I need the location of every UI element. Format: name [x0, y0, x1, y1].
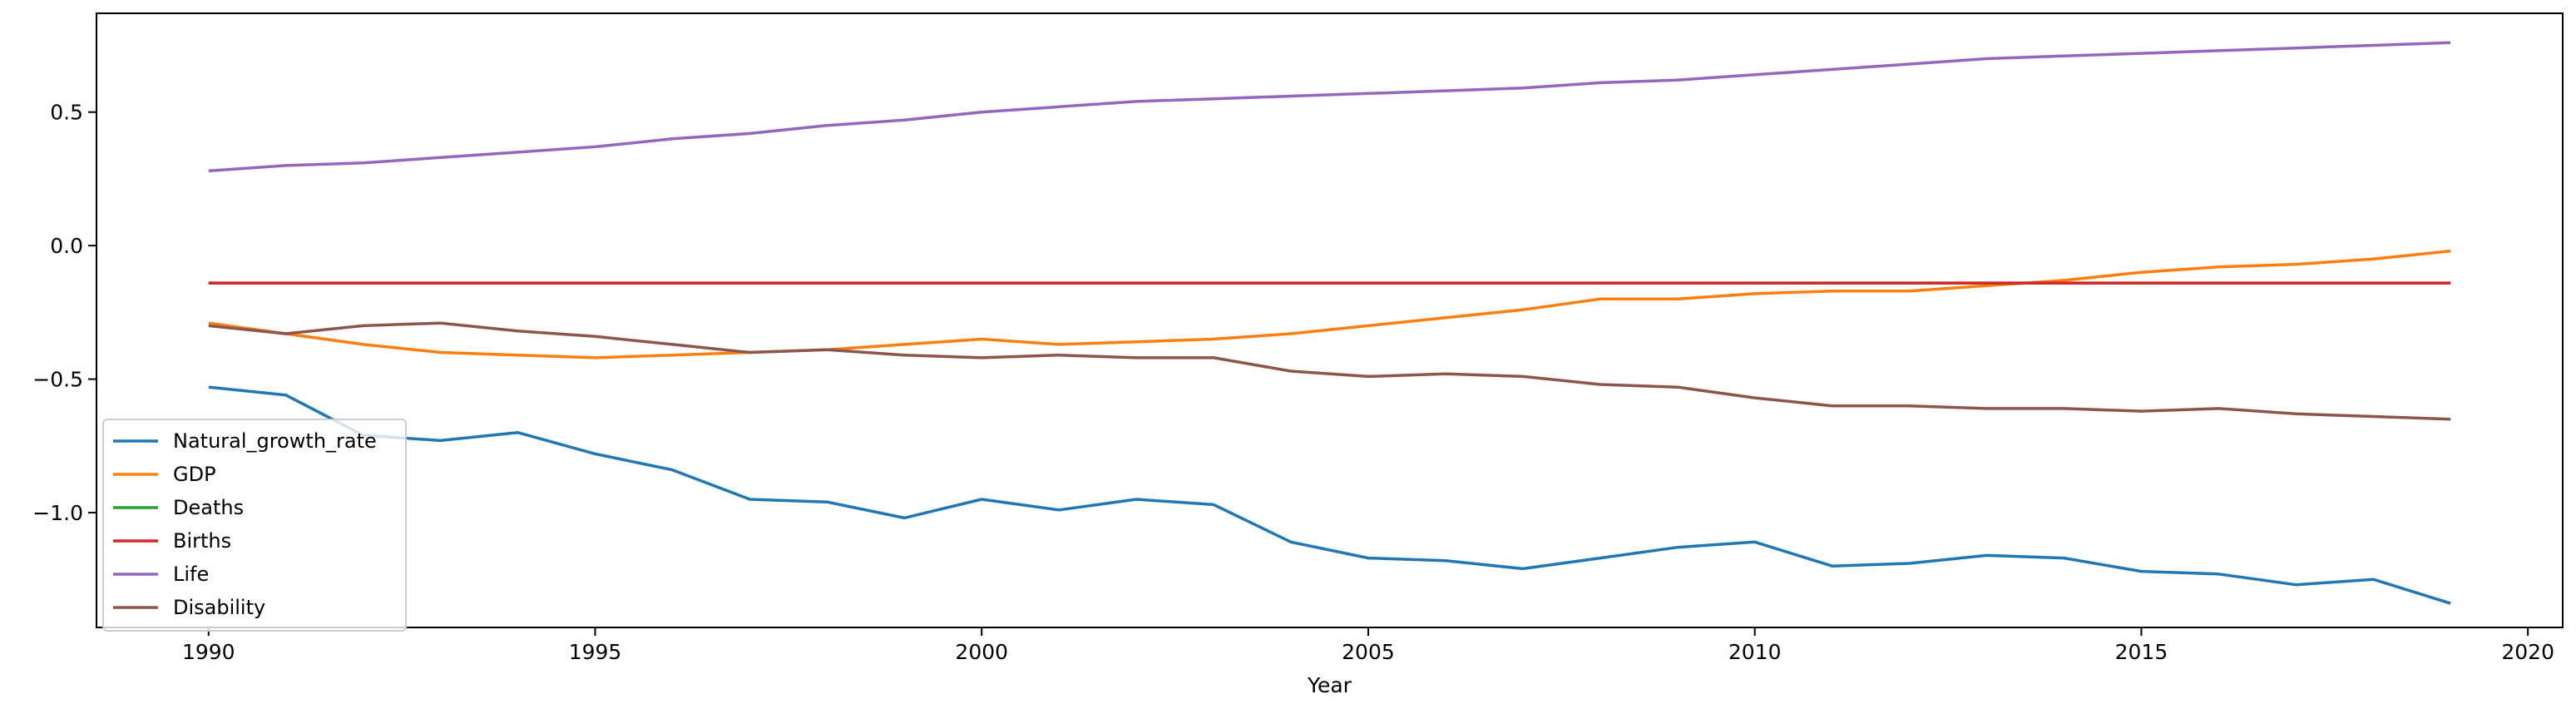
x-tick-label: 2010	[1728, 640, 1782, 664]
legend-label: Births	[173, 529, 231, 553]
legend-label: Natural_growth_rate	[173, 429, 377, 453]
x-tick-label: 1995	[569, 640, 622, 664]
series-line-natural-growth-rate	[208, 385, 2451, 605]
y-tick-label: 0.0	[50, 234, 83, 258]
legend-label: Life	[173, 563, 209, 586]
y-tick-label: −0.5	[32, 368, 83, 392]
series-line-life	[208, 41, 2451, 173]
legend-label: Deaths	[173, 496, 244, 519]
legend-box	[102, 419, 407, 632]
y-tick-label: 0.5	[50, 101, 83, 125]
x-tick-label: 1990	[182, 640, 235, 664]
series-line-gdp	[208, 249, 2451, 359]
y-axis: 0.5 0.0 −0.5 −1.0	[32, 101, 96, 525]
legend-label: Disability	[173, 596, 265, 619]
legend-label: GDP	[173, 463, 216, 486]
x-tick-label: 2020	[2501, 640, 2554, 664]
series-line-disability	[208, 321, 2451, 421]
legend: Natural_growth_rate GDP Deaths Births Life Di…	[102, 419, 407, 632]
y-tick-label: −1.0	[32, 501, 83, 525]
axes-frame	[96, 12, 2564, 628]
plot-area	[208, 41, 2451, 605]
x-axis-title: Year	[1307, 673, 1352, 697]
x-axis: 1990 1995 2000 2005 2010 2015 2020	[182, 627, 2554, 664]
x-tick-label: 2005	[1342, 640, 1395, 664]
x-tick-label: 2000	[955, 640, 1008, 664]
x-tick-label: 2015	[2115, 640, 2168, 664]
